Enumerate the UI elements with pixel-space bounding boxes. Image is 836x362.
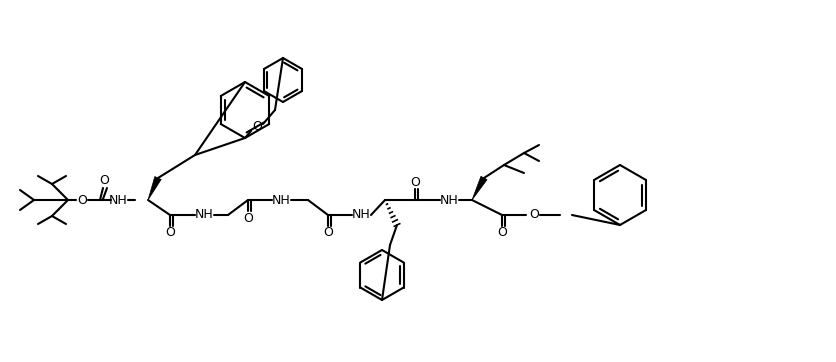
Text: O: O — [243, 211, 253, 224]
Text: O: O — [529, 209, 539, 222]
Text: O: O — [497, 227, 507, 240]
Text: NH: NH — [109, 194, 127, 206]
Text: O: O — [410, 176, 420, 189]
Text: NH: NH — [440, 194, 458, 206]
Text: O: O — [99, 174, 109, 188]
Polygon shape — [148, 177, 161, 200]
Text: O: O — [77, 194, 87, 206]
Text: O: O — [165, 227, 175, 240]
Text: O: O — [252, 119, 262, 132]
Polygon shape — [472, 176, 487, 200]
Text: NH: NH — [352, 209, 370, 222]
Text: NH: NH — [272, 194, 290, 206]
Text: NH: NH — [195, 209, 213, 222]
Text: O: O — [323, 227, 333, 240]
